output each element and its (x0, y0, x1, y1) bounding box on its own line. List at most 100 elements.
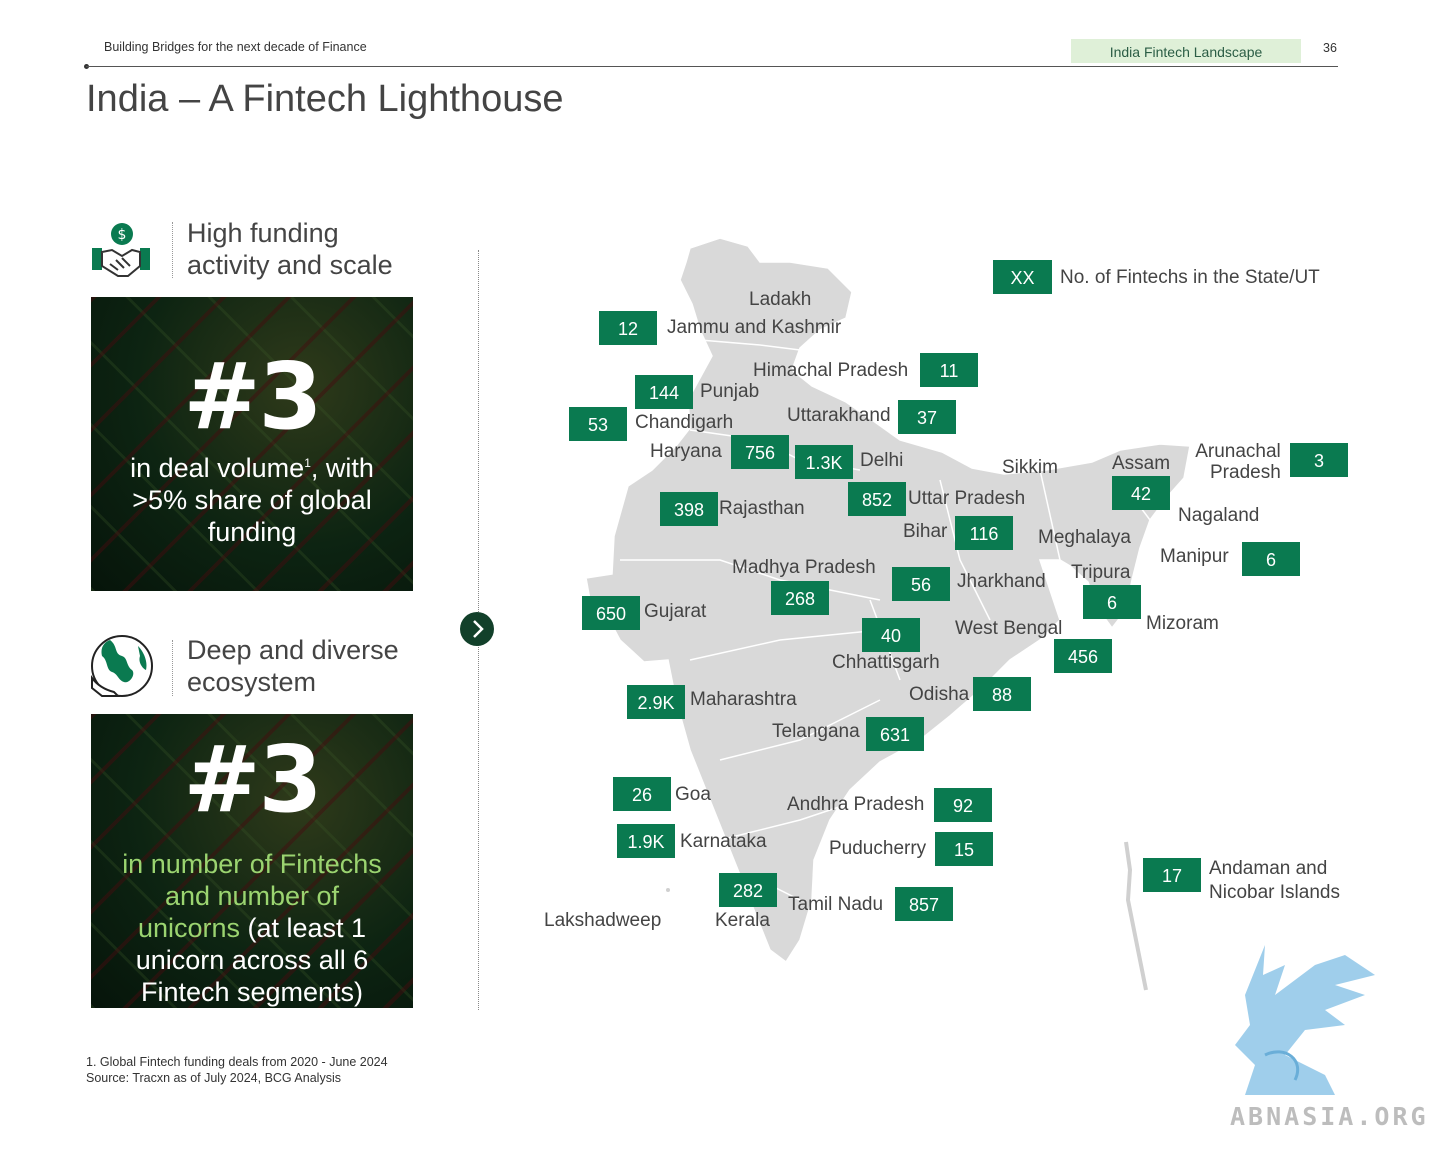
stat-description: in deal volume1, with >5% share of globa… (91, 447, 413, 548)
state-badge-kerala: 282 (719, 873, 777, 907)
title-divider (172, 640, 173, 696)
svg-text:$: $ (118, 227, 127, 243)
state-label-andaman-line1: Andaman and (1209, 858, 1328, 879)
griffin-logo-icon (1235, 945, 1375, 1095)
stat-big-number: #3 (183, 726, 322, 833)
state-label-ap: Andhra Pradesh (787, 794, 925, 815)
state-badge-maharashtra: 2.9K (627, 685, 685, 719)
globe-hand-icon (88, 634, 154, 700)
state-label-manipur: Manipur (1160, 546, 1229, 567)
state-badge-assam: 42 (1112, 476, 1170, 510)
stat-white-line4: unicorn across all 6 (135, 945, 369, 975)
state-label-goa: Goa (675, 784, 711, 805)
state-label-mp: Madhya Pradesh (732, 557, 876, 578)
stat-white-line5: Fintech segments) (140, 977, 364, 1007)
handshake-dollar-icon: $ (88, 218, 154, 284)
source-line: Source: Tracxn as of July 2024, BCG Anal… (86, 1071, 341, 1085)
state-badge-karnataka: 1.9K (617, 824, 675, 858)
state-badge-bihar: 116 (955, 516, 1013, 550)
state-label-tn: Tamil Nadu (788, 894, 884, 915)
state-badge-hp: 11 (920, 353, 978, 387)
title-divider (172, 222, 173, 278)
stat-green-line2: and number of (164, 881, 340, 911)
stat-big-number: #3 (183, 343, 322, 450)
state-badge-jharkhand: 56 (892, 567, 950, 601)
section1-title-line1: High funding (187, 218, 339, 248)
state-badge-up: 852 (848, 482, 906, 516)
section2-title-line2: ecosystem (187, 667, 317, 697)
state-badge-ap: 92 (934, 788, 992, 822)
section-tag: India Fintech Landscape (1071, 39, 1301, 63)
state-label-telangana: Telangana (772, 721, 860, 742)
state-label-uttarakhand: Uttarakhand (787, 405, 891, 426)
state-label-tripura: Tripura (1071, 562, 1131, 583)
state-label-up: Uttar Pradesh (908, 488, 1026, 509)
stat-line1-post: , with (310, 453, 374, 483)
state-badge-puducherry: 15 (935, 832, 993, 866)
state-label-bihar: Bihar (903, 521, 948, 542)
state-label-karnataka: Karnataka (680, 831, 767, 852)
section1-title-line2: activity and scale (187, 250, 393, 280)
legend-swatch: XX (993, 260, 1052, 294)
stat-line1-pre: in deal volume (130, 453, 305, 483)
state-badge-manipur: 6 (1242, 542, 1300, 576)
page-title: India – A Fintech Lighthouse (86, 78, 564, 120)
state-label-haryana: Haryana (650, 441, 722, 462)
page-number: 36 (1323, 41, 1337, 55)
state-badge-gujarat: 650 (582, 596, 640, 630)
stat-card-deal-volume: #3 in deal volume1, with >5% share of gl… (91, 297, 413, 591)
state-label-arunachal-line1: Arunachal (1195, 441, 1281, 462)
stat-line3: funding (207, 517, 297, 547)
stat-card-ecosystem: #3 in number of Fintechs and number of u… (91, 714, 413, 1008)
state-badge-tripura: 6 (1083, 585, 1141, 619)
footnote-line1: 1. Global Fintech funding deals from 202… (86, 1055, 388, 1069)
state-badge-jk: 12 (599, 311, 657, 345)
state-badge-wb: 456 (1054, 639, 1112, 673)
state-label-hp: Himachal Pradesh (753, 360, 909, 381)
state-label-jharkhand: Jharkhand (957, 571, 1046, 592)
state-badge-arunachal: 3 (1290, 443, 1348, 477)
watermark-text: ABNASIA.ORG (1230, 1102, 1429, 1131)
state-badge-chhattisgarh: 40 (862, 618, 920, 652)
state-badge-punjab: 144 (635, 375, 693, 409)
state-label-delhi: Delhi (860, 450, 904, 471)
state-label-lakshadweep: Lakshadweep (544, 910, 662, 931)
state-badge-rajasthan: 398 (660, 492, 718, 526)
section2-title-line1: Deep and diverse (187, 635, 399, 665)
state-label-mizoram: Mizoram (1146, 613, 1219, 634)
state-badge-telangana: 631 (866, 717, 924, 751)
footnote-marker: 1 (304, 456, 311, 470)
state-label-chhattisgarh: Chhattisgarh (832, 652, 940, 673)
section1-title: High funding activity and scale (187, 217, 393, 281)
state-label-gujarat: Gujarat (644, 601, 707, 622)
stat-white-line3: (at least 1 (240, 913, 367, 943)
state-label-arunachal: Arunachal Pradesh (1192, 441, 1281, 483)
state-label-jk: Jammu and Kashmir (667, 317, 842, 338)
legend-label: No. of Fintechs in the State/UT (1060, 267, 1320, 288)
state-label-odisha: Odisha (909, 684, 970, 705)
state-label-chandigarh: Chandigarh (635, 412, 734, 433)
state-label-puducherry: Puducherry (829, 838, 927, 859)
state-badge-tn: 857 (895, 887, 953, 921)
state-label-nagaland: Nagaland (1178, 505, 1260, 526)
stat-line2: >5% share of global (132, 485, 372, 515)
state-label-meghalaya: Meghalaya (1038, 527, 1131, 548)
section2-title: Deep and diverse ecosystem (187, 634, 399, 698)
state-badge-andaman: 17 (1143, 858, 1201, 892)
stat-green-line3: unicorns (137, 913, 240, 943)
state-badge-haryana: 756 (731, 435, 789, 469)
state-label-andaman-line2: Nicobar Islands (1209, 882, 1340, 903)
state-label-punjab: Punjab (700, 381, 760, 402)
state-badge-odisha: 88 (973, 677, 1031, 711)
state-badge-delhi: 1.3K (795, 445, 853, 479)
state-badge-uttarakhand: 37 (898, 400, 956, 434)
state-label-arunachal-line2: Pradesh (1210, 462, 1281, 483)
state-label-kerala: Kerala (715, 910, 770, 931)
state-label-rajasthan: Rajasthan (719, 498, 805, 519)
chevron-right-icon[interactable] (460, 612, 494, 646)
state-label-wb: West Bengal (955, 618, 1063, 639)
state-label-sikkim: Sikkim (1002, 457, 1058, 478)
state-label-assam: Assam (1112, 453, 1171, 474)
footnotes: 1. Global Fintech funding deals from 202… (86, 1054, 388, 1086)
state-label-andaman: Andaman and Nicobar Islands (1209, 857, 1340, 905)
